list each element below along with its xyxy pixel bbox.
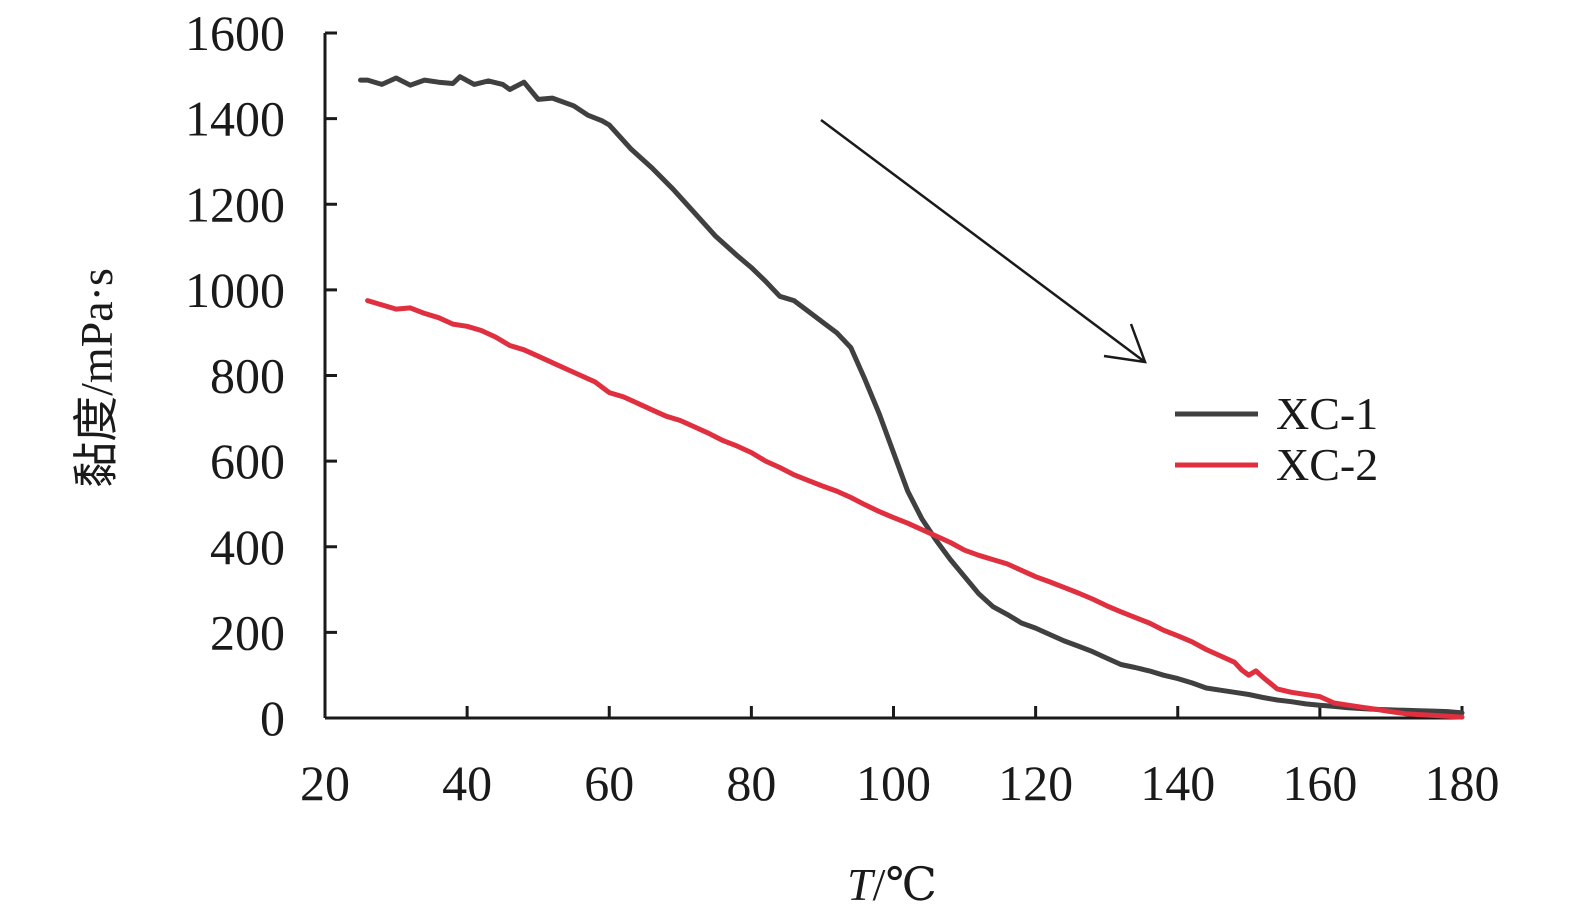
legend-label-xc1: XC-1: [1276, 388, 1378, 439]
y-tick-label: 0: [260, 690, 285, 746]
y-tick-label: 200: [210, 604, 285, 660]
x-tick-label: 100: [856, 755, 931, 811]
y-tick-label: 800: [210, 348, 285, 404]
x-tick-label: 60: [584, 755, 634, 811]
y-tick-label: 1400: [185, 91, 285, 147]
series-lines: [358, 74, 1465, 720]
x-tick-label: 140: [1140, 755, 1215, 811]
legend: XC-1 XC-2: [1175, 388, 1378, 490]
x-tick-label: 20: [300, 755, 350, 811]
x-axis-title-unit: /℃: [873, 859, 937, 910]
x-axis-title-variable: T: [847, 859, 876, 910]
x-axis-title: T/℃: [847, 859, 937, 910]
y-tick-label: 1600: [185, 5, 285, 61]
y-axis-title: 黏度/mPa·s: [71, 268, 122, 488]
x-tick-label: 120: [998, 755, 1073, 811]
y-tick-label: 1000: [185, 262, 285, 318]
x-tick-label: 160: [1282, 755, 1357, 811]
series-line-xc-1: [358, 74, 1465, 716]
trend-arrow-head: [1103, 323, 1147, 364]
x-tick-label: 180: [1425, 755, 1500, 811]
y-tick-label: 1200: [185, 176, 285, 232]
y-tick-label: 600: [210, 433, 285, 489]
trend-arrow-shaft: [820, 118, 1146, 364]
y-tick-label: 400: [210, 519, 285, 575]
legend-label-xc2: XC-2: [1276, 439, 1378, 490]
annotations: [820, 118, 1147, 364]
x-tick-label: 80: [726, 755, 776, 811]
series-line-xc-2: [365, 298, 1465, 720]
x-tick-label: 40: [442, 755, 492, 811]
axes: 0 200 400 600 800 1000 1200 1400 1600 20 40 60 80 100…: [185, 5, 1500, 811]
axis-titles: T/℃ 黏度/mPa·s: [71, 268, 937, 910]
